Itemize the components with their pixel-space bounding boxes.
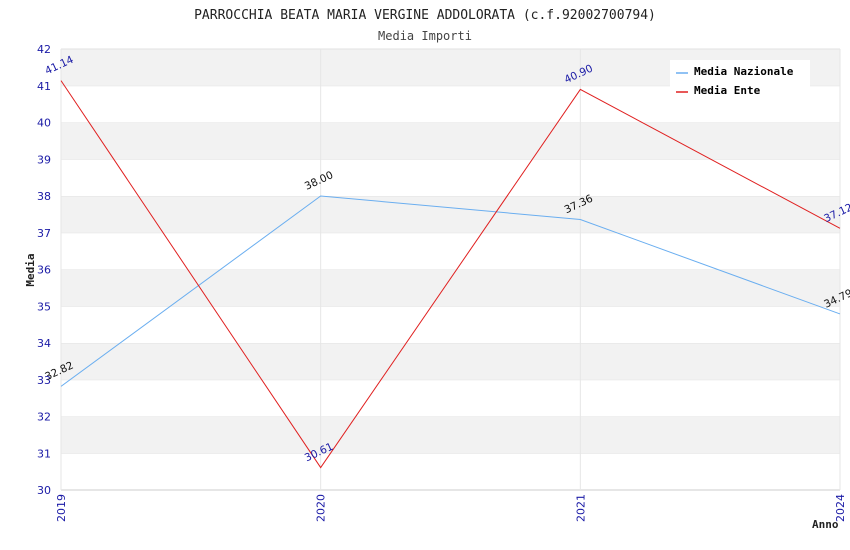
y-tick-label: 38 xyxy=(37,190,51,203)
y-tick-label: 36 xyxy=(37,264,51,277)
y-tick-label: 41 xyxy=(37,80,51,93)
y-tick-label: 30 xyxy=(37,484,51,497)
y-axis: 30 31 32 33 34 35 36 37 38 39 40 41 42 xyxy=(37,43,62,497)
legend-label-media-ente: Media Ente xyxy=(694,84,761,97)
grid-band xyxy=(61,232,840,270)
y-tick-label: 39 xyxy=(37,153,51,166)
x-tick-label: 2021 xyxy=(574,494,587,522)
x-tick-label: 2019 xyxy=(55,494,68,522)
legend-label-media-nazionale: Media Nazionale xyxy=(694,65,794,78)
series-line-media-ente xyxy=(60,80,841,469)
grid-band xyxy=(61,196,840,233)
y-axis-label: Media xyxy=(24,253,37,286)
y-tick-label: 37 xyxy=(37,227,51,240)
grid-band xyxy=(61,122,840,160)
series-lines xyxy=(60,80,841,469)
y-tick-label: 32 xyxy=(37,411,51,424)
x-tick-label: 2020 xyxy=(315,494,328,522)
x-axis: 2019 2020 2021 2024 xyxy=(55,49,847,522)
grid-band xyxy=(61,343,840,380)
chart-subtitle: Media Importi xyxy=(378,29,472,43)
y-tick-label: 35 xyxy=(37,300,51,313)
grid-band xyxy=(61,306,840,343)
grid-band xyxy=(61,269,840,307)
y-tick-label: 33 xyxy=(37,374,51,387)
y-tick-label: 31 xyxy=(37,447,51,460)
legend: Media Nazionale Media Ente xyxy=(670,60,810,100)
series-line-media-nazionale xyxy=(60,195,841,387)
grid-bands xyxy=(61,48,840,490)
x-axis-label: Anno xyxy=(812,518,839,531)
grid-band xyxy=(61,379,840,417)
y-tick-label: 40 xyxy=(37,117,51,130)
x-tick-label: 2024 xyxy=(834,494,847,522)
legend-box xyxy=(670,60,810,100)
grid-band xyxy=(61,159,840,196)
chart-title: PARROCCHIA BEATA MARIA VERGINE ADDOLORAT… xyxy=(194,8,656,23)
grid-band xyxy=(61,453,840,490)
grid-band xyxy=(61,416,840,454)
y-tick-label: 42 xyxy=(37,43,51,56)
y-tick-label: 34 xyxy=(37,337,51,350)
